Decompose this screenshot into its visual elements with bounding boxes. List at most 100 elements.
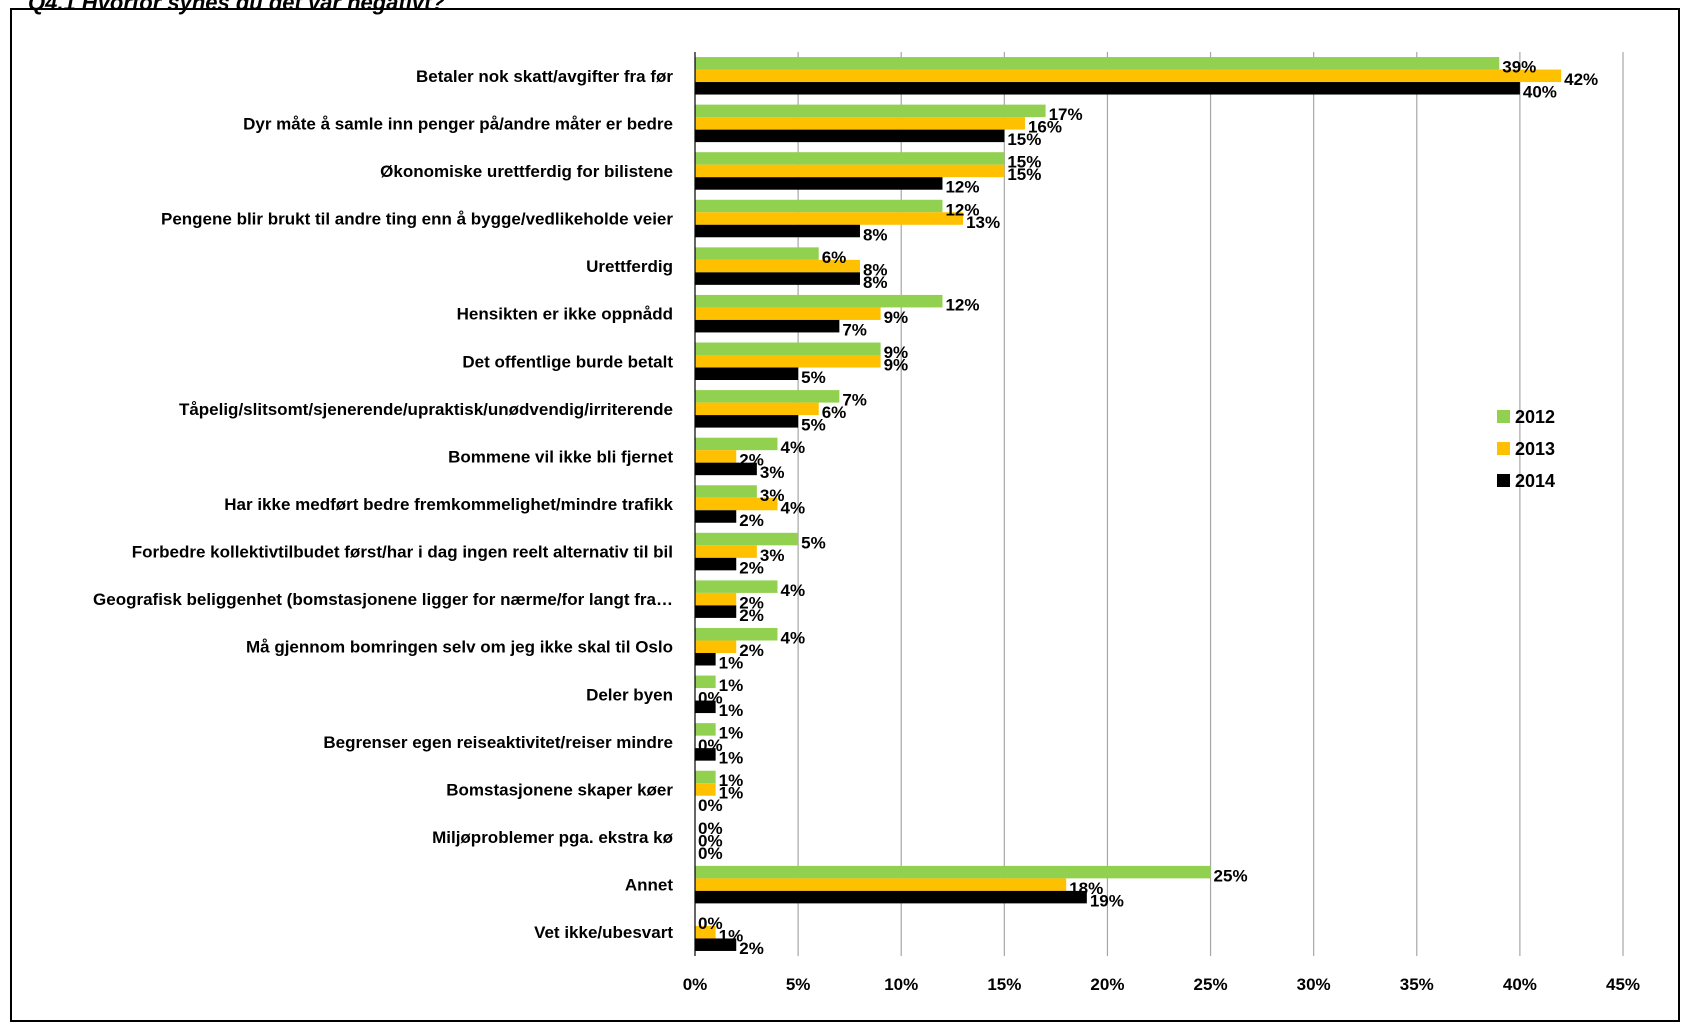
category-label: Annet: [625, 876, 674, 895]
data-label-2013: 1%: [719, 926, 744, 945]
data-label-2012: 3%: [760, 486, 785, 505]
x-tick-label: 30%: [1297, 975, 1331, 994]
data-labels: 39%42%40%17%16%15%15%15%12%12%13%8%6%8%8…: [698, 58, 1598, 958]
data-label-2012: 7%: [842, 391, 867, 410]
category-label: Miljøproblemer pga. ekstra kø: [432, 828, 674, 847]
bar-2014: [695, 129, 1005, 143]
bar-2014: [695, 510, 737, 523]
category-labels: Betaler nok skatt/avgifter fra før Dyr må…: [93, 67, 674, 942]
data-label-2013: 18%: [1069, 879, 1103, 898]
page-title: Q4.1 Hvorfor synes du det var negativt?: [28, 0, 445, 15]
bar-2012: [695, 294, 943, 308]
category-label: Urettferdig: [586, 257, 673, 276]
bar-2012: [695, 723, 716, 736]
x-tick-label: 10%: [884, 975, 918, 994]
data-label-2013: 0%: [698, 689, 723, 708]
bar-2012: [695, 342, 881, 356]
category-label: Bomstasjonene skaper køer: [446, 780, 673, 799]
data-label-2012: 12%: [945, 200, 979, 219]
data-label-2013: 9%: [884, 308, 909, 327]
data-label-2012: 0%: [698, 914, 723, 933]
bar-chart: Betaler nok skatt/avgifter fra før Dyr må…: [93, 52, 1640, 994]
bar-2012: [695, 580, 778, 593]
bar-2014: [695, 700, 716, 714]
category-label: Økonomiske urettferdig for bilistene: [380, 162, 673, 181]
data-label-2014: 7%: [842, 320, 867, 339]
data-label-2014: 19%: [1090, 891, 1124, 910]
data-label-2014: 2%: [739, 939, 764, 958]
data-label-2013: 4%: [780, 498, 805, 517]
data-label-2014: 40%: [1523, 83, 1557, 102]
data-label-2012: 1%: [719, 771, 744, 790]
bar-2012: [695, 532, 799, 546]
x-tick-label: 15%: [987, 975, 1021, 994]
bar-2014: [695, 890, 1087, 904]
category-label: Må gjennom bomringen selv om jeg ikke sk…: [246, 638, 673, 657]
x-tick-labels: 0% 5% 10% 15% 20% 25% 30% 35% 40% 45%: [683, 975, 1640, 994]
bar-2014: [695, 319, 840, 333]
data-label-2014: 12%: [945, 178, 979, 197]
data-label-2012: 39%: [1502, 58, 1536, 77]
bar-2012: [695, 152, 1005, 165]
category-label: Har ikke medført bedre fremkommelighet/m…: [224, 495, 673, 514]
data-label-2013: 2%: [739, 641, 764, 660]
bar-2013: [695, 925, 716, 939]
legend-item-2013: 2013: [1497, 439, 1555, 459]
data-label-2014: 8%: [863, 273, 888, 292]
bar-2014: [695, 82, 1520, 95]
data-label-2013: 1%: [719, 784, 744, 803]
bar-2013: [695, 355, 881, 368]
data-label-2013: 9%: [884, 356, 909, 375]
data-label-2012: 6%: [822, 248, 847, 267]
chart-legend: 2012 2013 2014: [1497, 407, 1555, 491]
bar-2014: [695, 177, 943, 190]
bar-2014: [695, 938, 737, 951]
legend-swatch: [1497, 474, 1510, 487]
data-label-2013: 8%: [863, 260, 888, 279]
data-label-2012: 17%: [1049, 105, 1083, 124]
data-label-2013: 6%: [822, 403, 847, 422]
data-label-2013: 16%: [1028, 118, 1062, 137]
bar-2013: [695, 592, 737, 606]
category-label: Vet ikke/ubesvart: [534, 923, 673, 942]
bar-2012: [695, 57, 1500, 70]
category-label: Begrenser egen reiseaktivitet/reiser min…: [323, 733, 673, 752]
bar-2013: [695, 402, 819, 416]
bar-2013: [695, 878, 1067, 891]
data-label-2012: 15%: [1007, 153, 1041, 172]
data-label-2014: 5%: [801, 416, 826, 435]
x-tick-label: 40%: [1503, 975, 1537, 994]
bar-2013: [695, 783, 716, 796]
bar-2014: [695, 557, 737, 571]
category-label: Bommene vil ikke bli fjernet: [448, 447, 673, 466]
data-label-2013: 3%: [760, 546, 785, 565]
bar-2013: [695, 69, 1562, 83]
bar-2014: [695, 462, 757, 476]
x-tick-label: 45%: [1606, 975, 1640, 994]
data-label-2012: 1%: [719, 724, 744, 743]
category-label: Pengene blir brukt til andre ting enn å …: [161, 210, 673, 229]
legend-label: 2013: [1515, 439, 1555, 459]
x-tick-label: 35%: [1400, 975, 1434, 994]
category-label: Hensikten er ikke oppnådd: [457, 305, 673, 324]
data-label-2013: 2%: [739, 451, 764, 470]
data-label-2014: 1%: [719, 701, 744, 720]
data-label-2012: 0%: [698, 819, 723, 838]
bar-2013: [695, 640, 737, 653]
data-label-2013: 13%: [966, 213, 1000, 232]
data-label-2012: 9%: [884, 343, 909, 362]
data-label-2012: 12%: [945, 295, 979, 314]
data-label-2013: 0%: [698, 831, 723, 850]
legend-item-2014: 2014: [1497, 471, 1555, 491]
bar-2013: [695, 497, 778, 511]
category-label: Forbedre kollektivtilbudet først/har i d…: [132, 543, 673, 562]
bar-2013: [695, 117, 1025, 130]
data-label-2014: 2%: [739, 511, 764, 530]
data-label-2013: 0%: [698, 736, 723, 755]
data-label-2012: 4%: [780, 628, 805, 647]
bar-2012: [695, 247, 819, 260]
bar-2014: [695, 367, 799, 381]
bar-2014: [695, 272, 860, 285]
x-tick-label: 20%: [1090, 975, 1124, 994]
bar-2014: [695, 605, 737, 618]
